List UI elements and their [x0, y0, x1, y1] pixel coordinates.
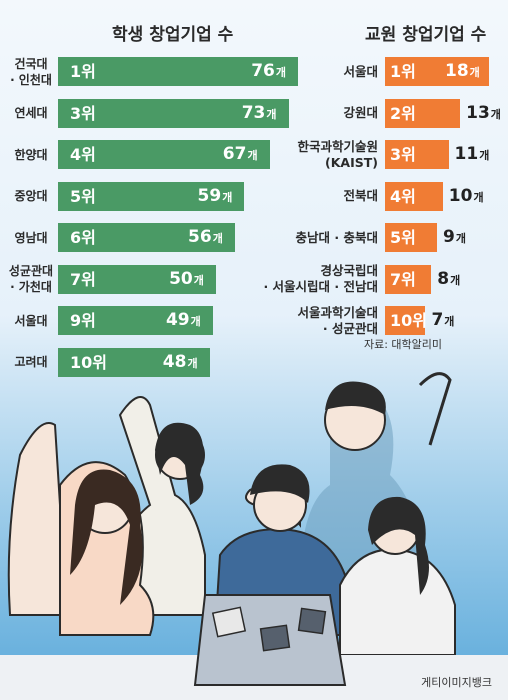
faculty-rank-label: 5위	[390, 228, 416, 247]
student-bar: 1위 76개	[58, 57, 298, 86]
student-rank-label: 6위	[70, 228, 96, 247]
faculty-row-label: 경상국립대 · 서울시립대 · 전남대	[263, 263, 378, 294]
faculty-value-number: 11	[454, 144, 479, 164]
student-value-number: 76	[251, 61, 275, 81]
faculty-value-label: 18개	[445, 57, 480, 87]
faculty-rank-label: 3위	[390, 145, 416, 164]
faculty-value-number: 7	[431, 310, 444, 330]
faculty-row-label: 전북대	[343, 188, 378, 203]
student-value-unit: 개	[193, 273, 204, 287]
faculty-bar: 7위	[385, 264, 432, 294]
student-value-label: 50개	[169, 265, 204, 295]
faculty-row-label: 충남대 · 충북대	[295, 229, 378, 245]
faculty-value-number: 10	[448, 185, 473, 206]
student-value-number: 48	[162, 351, 187, 372]
student-rank-label: 5위	[70, 186, 96, 206]
student-rank-label: 3위	[70, 103, 96, 123]
source-note: 자료: 대학알리미	[363, 338, 442, 351]
faculty-bar: 5위	[385, 223, 437, 252]
student-value-label: 49개	[166, 306, 201, 336]
student-value-number: 49	[165, 310, 190, 330]
student-row-label: 건국대 · 인천대	[10, 56, 52, 87]
student-bar: 7위 50개	[58, 264, 216, 295]
faculty-rank-label: 7위	[390, 269, 416, 289]
student-rank-label: 1위	[70, 62, 96, 81]
faculty-rank-label: 1위	[390, 62, 416, 81]
faculty-bar: 3위	[385, 140, 449, 169]
faculty-value-number: 18	[445, 61, 469, 81]
faculty-rank-label: 2위	[390, 103, 416, 123]
faculty-bar: 1위	[385, 57, 489, 86]
student-value-unit: 개	[212, 232, 223, 245]
student-rank-label: 7위	[70, 269, 96, 289]
student-bar: 6위 56개	[58, 223, 235, 252]
image-credit: 게티이미지뱅크	[421, 676, 492, 689]
faculty-value-label: 8개	[437, 265, 460, 295]
faculty-row-label: 서울대	[343, 63, 378, 79]
student-value-number: 59	[197, 185, 222, 206]
student-bar: 3위 73개	[58, 98, 289, 129]
faculty-value-number: 8	[437, 268, 450, 289]
student-value-unit: 개	[247, 149, 258, 162]
faculty-rank-label: 4위	[390, 186, 416, 206]
student-value-number: 73	[241, 102, 266, 123]
student-bar: 4위 67개	[58, 140, 270, 169]
faculty-value-label: 9개	[443, 223, 466, 253]
student-row-label: 중앙대	[14, 189, 48, 203]
student-value-unit: 개	[222, 190, 233, 204]
faculty-value-label: 10개	[449, 182, 484, 212]
student-row-label: 성균관대 · 가천대	[8, 264, 54, 294]
student-row-label: 고려대	[14, 355, 48, 369]
faculty-value-label: 11개	[455, 140, 490, 170]
faculty-value-label: 13개	[466, 99, 501, 129]
faculty-bar: 4위	[385, 181, 443, 211]
faculty-value-unit: 개	[469, 66, 480, 79]
faculty-bar: 2위	[385, 98, 461, 128]
student-value-unit: 개	[190, 315, 201, 328]
faculty-value-unit: 개	[490, 107, 501, 121]
student-value-unit: 개	[275, 66, 286, 79]
student-rank-label: 4위	[70, 145, 96, 164]
student-value-number: 67	[222, 144, 247, 164]
student-value-label: 76개	[251, 57, 286, 87]
faculty-bar: 10위	[385, 306, 427, 335]
faculty-row-label: 한국과학기술원 (KAIST)	[297, 138, 378, 170]
student-chart-title: 학생 창업기업 수	[112, 25, 234, 45]
faculty-row-label: 서울과학기술대 · 성균관대	[297, 304, 378, 336]
student-value-label: 59개	[198, 182, 233, 212]
faculty-value-unit: 개	[444, 315, 455, 328]
student-bar: 5위 59개	[58, 181, 245, 212]
student-row-label: 한양대	[14, 147, 48, 162]
student-value-label: 56개	[188, 223, 223, 253]
student-value-number: 50	[169, 268, 193, 289]
student-value-number: 56	[188, 227, 212, 247]
student-value-unit: 개	[187, 356, 198, 370]
faculty-row-label: 강원대	[343, 105, 378, 120]
student-row-label: 서울대	[14, 313, 48, 328]
student-row-label: 연세대	[14, 106, 48, 120]
student-bar: 10위 48개	[58, 347, 210, 378]
student-value-unit: 개	[266, 107, 277, 121]
faculty-chart-title: 교원 창업기업 수	[365, 25, 487, 45]
faculty-value-unit: 개	[450, 273, 461, 287]
student-value-label: 48개	[163, 348, 198, 378]
faculty-value-number: 13	[466, 102, 490, 123]
students-illustration	[0, 372, 508, 700]
faculty-value-label: 7개	[431, 306, 454, 336]
student-rank-label: 9위	[70, 311, 96, 330]
student-bar: 9위 49개	[58, 306, 213, 335]
faculty-value-number: 9	[443, 227, 455, 247]
student-value-label: 67개	[223, 140, 258, 170]
faculty-value-unit: 개	[455, 232, 466, 245]
student-value-label: 73개	[242, 99, 277, 129]
faculty-rank-label: 10위	[390, 311, 427, 330]
student-rank-label: 10위	[70, 352, 107, 372]
student-row-label: 영남대	[14, 230, 48, 245]
faculty-value-unit: 개	[479, 149, 490, 162]
faculty-value-unit: 개	[473, 190, 484, 204]
